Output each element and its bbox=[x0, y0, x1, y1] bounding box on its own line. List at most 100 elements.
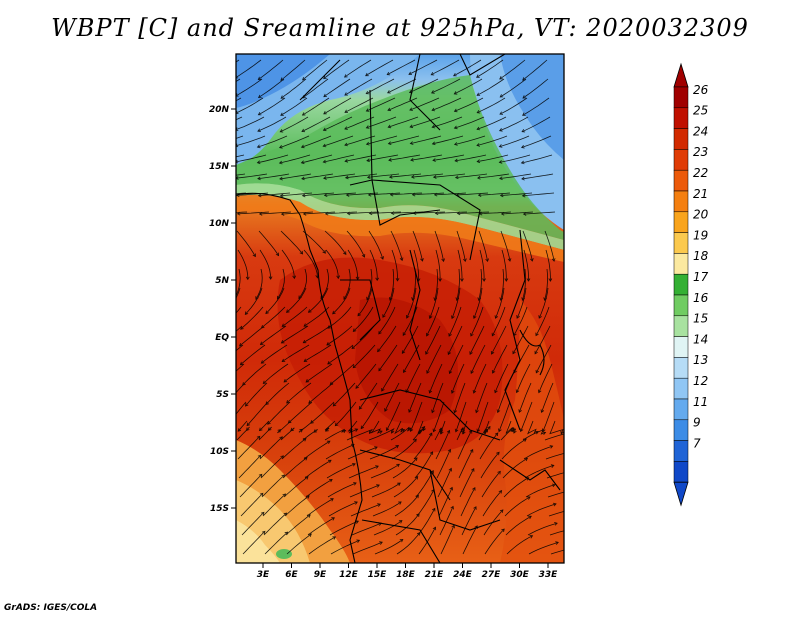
streamline bbox=[386, 401, 401, 431]
streamline bbox=[410, 135, 442, 144]
streamline bbox=[258, 230, 279, 256]
streamline bbox=[280, 230, 303, 255]
streamline bbox=[429, 287, 439, 319]
streamline-arrow bbox=[345, 193, 350, 197]
streamline-arrow bbox=[454, 158, 458, 163]
streamline bbox=[239, 474, 263, 498]
streamline bbox=[305, 363, 333, 383]
streamline bbox=[308, 382, 334, 404]
streamline bbox=[245, 287, 263, 315]
streamline-arrow bbox=[374, 446, 378, 450]
colorbar-label: 26 bbox=[693, 83, 709, 97]
streamline bbox=[237, 249, 249, 280]
streamline bbox=[323, 116, 353, 131]
streamline bbox=[373, 520, 403, 536]
streamline bbox=[351, 522, 382, 536]
streamline-arrow bbox=[469, 448, 474, 453]
streamline bbox=[389, 173, 422, 178]
streamline bbox=[456, 427, 464, 441]
streamline-arrow bbox=[280, 77, 284, 81]
colorbar-swatch bbox=[673, 419, 689, 441]
streamline-arrow bbox=[460, 278, 464, 282]
streamline-arrow bbox=[451, 524, 455, 529]
streamline-arrow bbox=[215, 193, 218, 196]
streamline-arrow bbox=[244, 402, 249, 407]
streamline-arrow bbox=[535, 369, 540, 374]
streamline bbox=[454, 78, 483, 95]
streamline bbox=[281, 249, 295, 279]
streamline-arrow bbox=[408, 71, 413, 75]
streamline-arrow bbox=[246, 422, 251, 427]
streamline-arrow bbox=[447, 448, 452, 453]
streamline bbox=[521, 116, 551, 133]
streamline-arrow bbox=[476, 126, 481, 131]
streamline-arrow bbox=[473, 315, 477, 320]
streamline bbox=[480, 451, 500, 479]
colorbar-label: 7 bbox=[693, 436, 701, 450]
streamline-arrow bbox=[323, 75, 327, 80]
streamline-arrow bbox=[344, 109, 349, 113]
streamline bbox=[457, 211, 490, 214]
streamline bbox=[449, 344, 464, 374]
streamline bbox=[358, 382, 378, 410]
streamline-arrow bbox=[431, 124, 436, 129]
colorbar-swatch bbox=[673, 149, 689, 171]
streamline-arrow bbox=[329, 479, 333, 483]
streamline-arrow bbox=[344, 92, 348, 96]
streamline bbox=[360, 401, 379, 429]
streamline bbox=[240, 493, 264, 517]
streamline bbox=[240, 306, 264, 330]
streamline bbox=[307, 517, 335, 536]
lat-tick-label: 15S bbox=[210, 504, 229, 514]
streamline bbox=[327, 482, 357, 498]
streamline-arrow bbox=[313, 429, 318, 433]
streamline bbox=[368, 230, 384, 260]
streamline bbox=[369, 249, 378, 281]
streamline-arrow bbox=[330, 498, 334, 502]
streamline bbox=[237, 436, 261, 460]
streamline-arrow bbox=[354, 428, 359, 432]
streamline-arrow bbox=[327, 325, 331, 329]
streamline-arrow bbox=[477, 193, 482, 197]
streamline bbox=[304, 459, 332, 479]
streamline-arrow bbox=[365, 90, 370, 95]
colorbar-swatch bbox=[673, 440, 689, 462]
streamline-arrow bbox=[391, 429, 395, 434]
streamline bbox=[279, 173, 312, 180]
streamline bbox=[357, 287, 373, 317]
streamline bbox=[498, 401, 511, 432]
streamline-arrow bbox=[574, 468, 577, 471]
streamline bbox=[500, 192, 533, 196]
streamline-arrow bbox=[245, 427, 250, 431]
streamline bbox=[410, 154, 443, 161]
streamline-arrow bbox=[406, 314, 410, 319]
streamline bbox=[347, 211, 380, 214]
streamline-arrow bbox=[379, 541, 383, 545]
streamline bbox=[393, 476, 419, 498]
streamline-arrow bbox=[469, 351, 473, 356]
streamline-arrow bbox=[397, 482, 401, 486]
streamline-arrow bbox=[498, 160, 503, 164]
streamline bbox=[368, 428, 395, 441]
streamline-arrow bbox=[259, 341, 264, 345]
streamline-arrow bbox=[485, 258, 489, 263]
streamline bbox=[286, 287, 307, 313]
streamline-arrow bbox=[408, 409, 412, 413]
streamline-arrow bbox=[366, 158, 370, 163]
streamline-arrow bbox=[487, 425, 491, 430]
streamline bbox=[522, 78, 549, 99]
streamline bbox=[544, 268, 548, 301]
streamline-arrow bbox=[218, 343, 221, 346]
streamline bbox=[413, 432, 433, 460]
streamline bbox=[374, 539, 404, 555]
streamline-arrow bbox=[301, 112, 306, 116]
streamline bbox=[325, 249, 339, 279]
streamline bbox=[387, 59, 416, 76]
streamline-arrow bbox=[326, 342, 330, 346]
colorbar-label: 12 bbox=[693, 374, 708, 388]
streamline bbox=[476, 116, 507, 130]
streamline bbox=[320, 268, 329, 299]
streamline-arrow bbox=[256, 435, 261, 440]
streamline-arrow bbox=[219, 327, 222, 330]
streamline bbox=[477, 154, 509, 162]
